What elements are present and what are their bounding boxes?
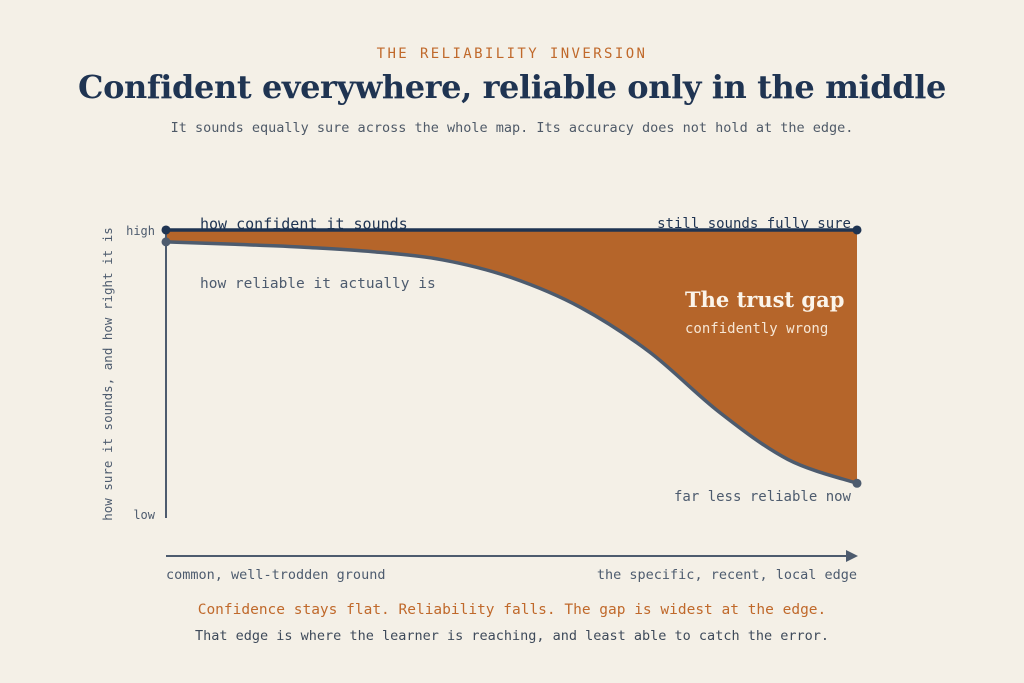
chart-title: Confident everywhere, reliable only in t… (78, 68, 946, 106)
y-tick-low: low (133, 508, 155, 522)
gap-title: The trust gap (685, 287, 844, 312)
gap-subtitle: confidently wrong (685, 321, 828, 337)
confidence-start-point (161, 225, 171, 235)
x-axis-arrowhead (846, 550, 858, 562)
x-tick-start: common, well-trodden ground (166, 567, 385, 583)
x-tick-end: the specific, recent, local edge (597, 567, 857, 583)
reliability-start-point (161, 237, 171, 247)
y-axis-label: how sure it sounds, and how right it is (100, 227, 115, 521)
y-tick-high: high (126, 224, 155, 238)
annotation-reliability-end: far less reliable now (674, 489, 852, 505)
confidence-end-point (852, 225, 862, 235)
reliability-end-point (852, 478, 862, 488)
trust-gap-area (166, 230, 857, 484)
footer-note: That edge is where the learner is reachi… (195, 628, 829, 644)
series-line-reliability (164, 240, 859, 486)
footer-takeaway: Confidence stays flat. Reliability falls… (197, 602, 827, 618)
series-label-confidence: how confident it sounds (200, 215, 408, 233)
chart-kicker: THE RELIABILITY INVERSION (376, 46, 648, 62)
chart-subtitle: It sounds equally sure across the whole … (170, 120, 854, 136)
annotation-confidence-end: still sounds fully sure (657, 216, 851, 232)
series-label-reliability: how reliable it actually is (200, 276, 436, 292)
